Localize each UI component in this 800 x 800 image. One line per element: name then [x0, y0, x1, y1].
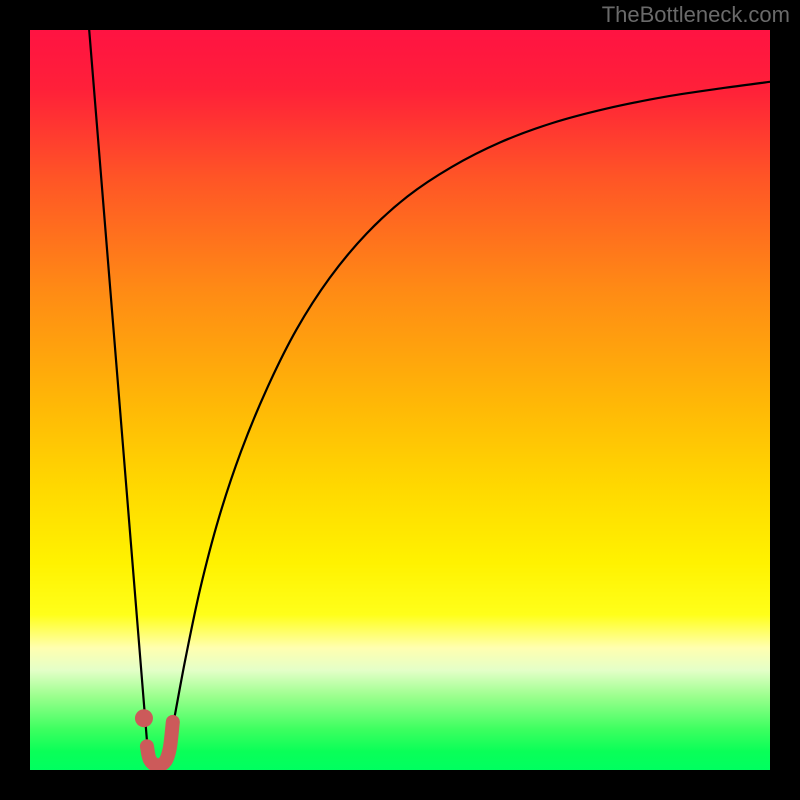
chart-container: TheBottleneck.com	[0, 0, 800, 800]
bottleneck-chart-svg	[0, 0, 800, 800]
valley-dot	[135, 709, 153, 727]
